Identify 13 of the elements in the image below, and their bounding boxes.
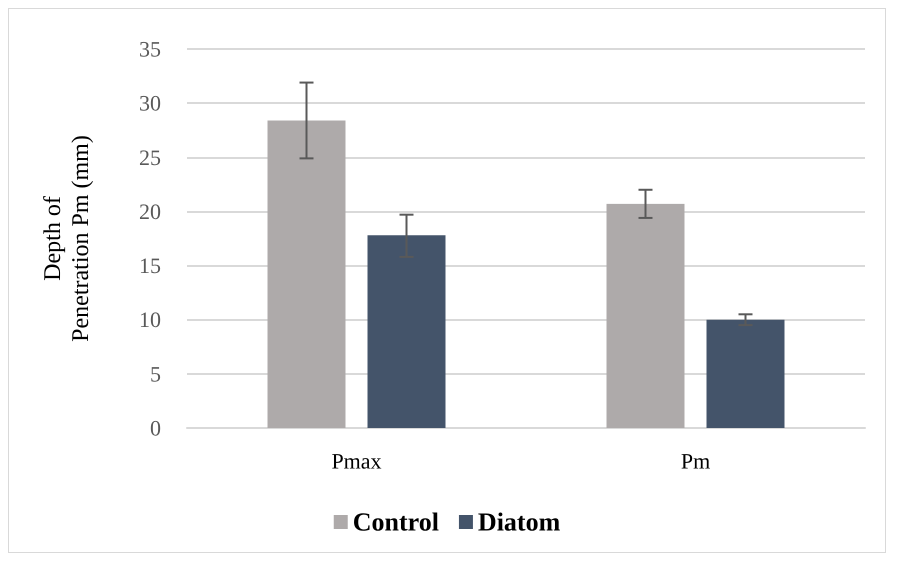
y-tick-label: 15 [139, 253, 161, 278]
x-tick-label: Pmax [331, 448, 382, 474]
y-tick-label: 20 [139, 198, 161, 224]
y-axis-title: Depth of Penetration Pm (mm) [40, 135, 94, 342]
y-tick-label: 0 [150, 416, 161, 440]
legend-label: Control [352, 508, 439, 536]
y-tick-label: 10 [139, 307, 161, 332]
y-tick-label: 5 [150, 361, 161, 386]
legend-label: Diatom [478, 508, 561, 536]
y-tick-label: 25 [139, 144, 161, 170]
y-tick-label: 30 [139, 90, 161, 116]
x-tick-label: Pm [680, 448, 710, 474]
y-tick-label: 35 [139, 36, 161, 62]
